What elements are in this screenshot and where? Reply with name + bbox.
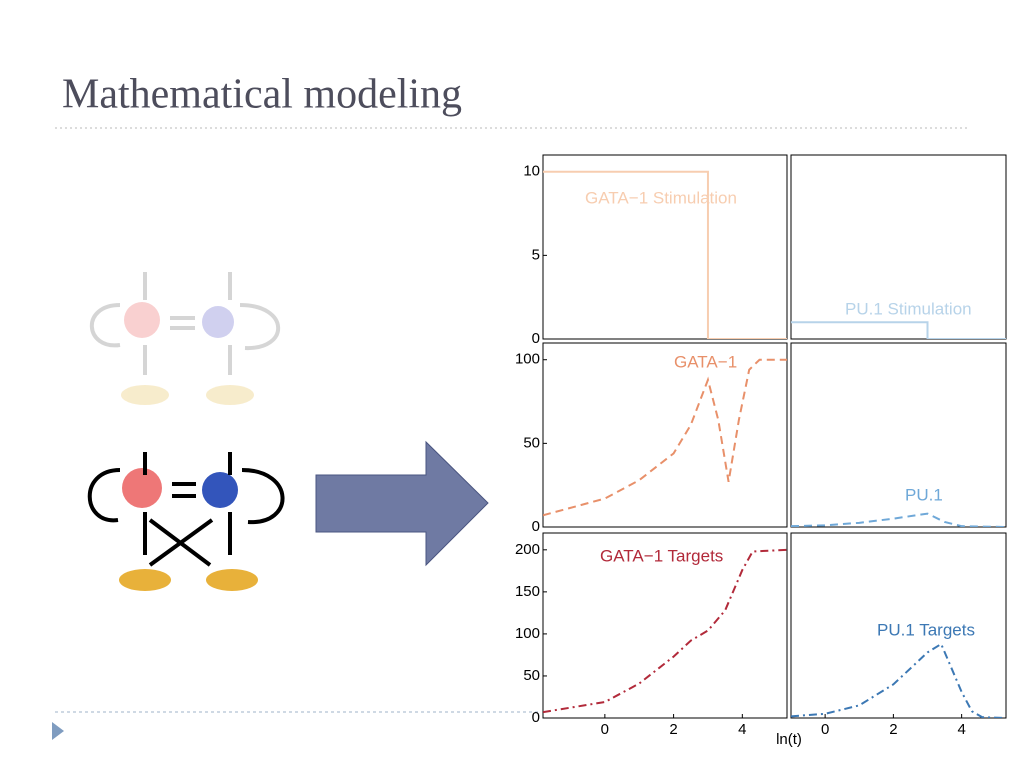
series-label: PU.1 Stimulation — [845, 299, 972, 318]
series-label: GATA−1 — [674, 352, 737, 371]
y-tick-label: 50 — [523, 667, 540, 684]
bullet — [52, 722, 64, 740]
slide-title: Mathematical modeling — [62, 72, 462, 118]
x-tick-label: 2 — [889, 721, 897, 738]
plot-frame — [542, 154, 788, 340]
series-line — [543, 548, 787, 714]
plot-frame — [790, 342, 1007, 528]
network — [87, 452, 285, 591]
x-tick-label: 0 — [601, 721, 609, 738]
y-tick-label: 100 — [515, 625, 540, 642]
series-label: GATA−1 Targets — [600, 546, 723, 565]
series-label: PU.1 Targets — [877, 620, 975, 639]
y-tick-label: 100 — [515, 351, 540, 368]
series-line — [543, 358, 787, 517]
x-tick-label: 4 — [738, 721, 746, 738]
series-label: PU.1 — [905, 485, 943, 504]
series-line — [791, 642, 1006, 718]
x-tick-label: 4 — [957, 721, 965, 738]
y-tick-label: 0 — [532, 709, 540, 726]
big-arrow — [315, 440, 489, 567]
y-tick-label: 200 — [515, 541, 540, 558]
x-tick-label: 0 — [821, 721, 829, 738]
y-tick-label: 150 — [515, 583, 540, 600]
x-axis-label: ln(t) — [776, 731, 802, 748]
y-tick-label: 0 — [532, 330, 540, 347]
y-tick-label: 5 — [532, 246, 540, 263]
plot-frame — [542, 342, 788, 528]
series-line — [791, 321, 1006, 339]
y-tick-label: 0 — [532, 518, 540, 535]
y-tick-label: 50 — [523, 434, 540, 451]
x-tick-label: 2 — [669, 721, 677, 738]
faded-network — [89, 272, 281, 405]
plot-frame — [542, 532, 788, 719]
y-tick-label: 10 — [523, 163, 540, 180]
series-line — [543, 170, 787, 339]
plot-frame — [790, 532, 1007, 719]
series-line — [791, 512, 1006, 527]
plot-frame — [790, 154, 1007, 340]
series-label: GATA−1 Stimulation — [585, 188, 737, 207]
